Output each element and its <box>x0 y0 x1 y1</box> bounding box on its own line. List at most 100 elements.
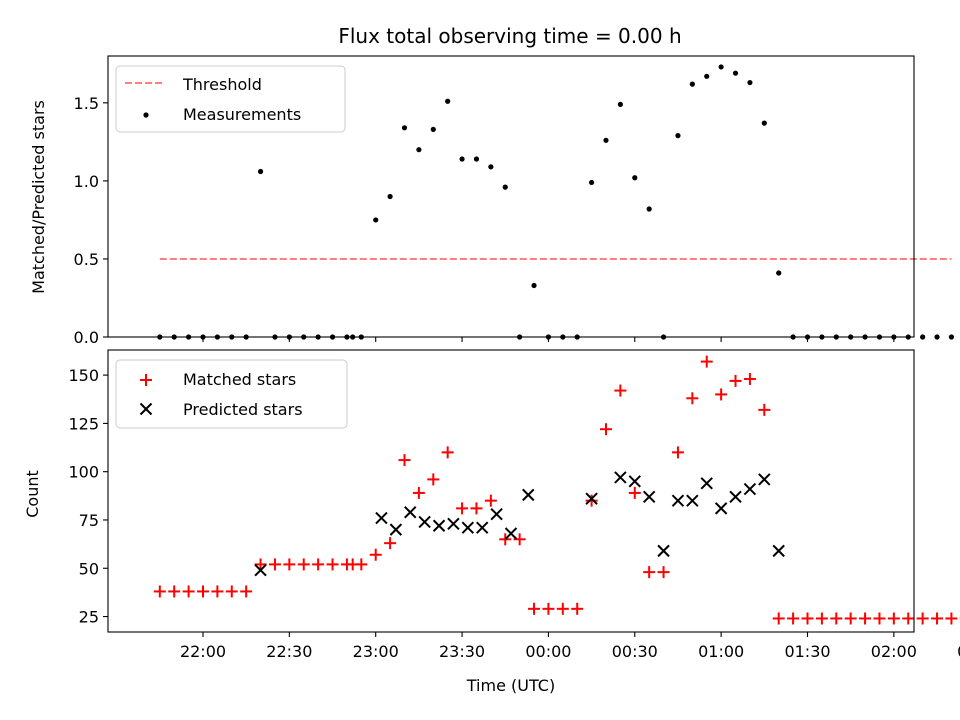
matched-star-point <box>556 602 569 615</box>
matched-star-point <box>456 502 469 515</box>
matched-star-point <box>196 585 209 598</box>
matched-star-point <box>671 446 684 459</box>
matched-star-point <box>599 423 612 436</box>
matched-star-point <box>225 585 238 598</box>
ratio-panel: Flux total observing time = 0.00 h 0.00.… <box>29 24 955 347</box>
matched-star-point <box>571 602 584 615</box>
matched-star-point <box>398 454 411 467</box>
x-tick-label: 02:00 <box>871 642 917 661</box>
measurement-point <box>387 193 393 200</box>
matched-star-point <box>528 602 541 615</box>
matched-star-point <box>297 558 310 571</box>
measurement-point <box>459 156 465 162</box>
top-y-tick-label: 0.5 <box>74 250 99 269</box>
predicted-star-point <box>461 521 475 534</box>
measurement-point <box>502 184 508 190</box>
measurement-point <box>718 64 724 70</box>
matched-star-point <box>412 486 425 499</box>
bottom-legend: Matched stars Predicted stars <box>115 359 348 429</box>
bottom-x-axis-ticks: 22:00 22:30 23:00 23:30 00:00 00:30 01:00 01:30… <box>180 632 960 661</box>
top-legend-box <box>115 65 346 133</box>
x-tick-label: 22:30 <box>266 642 312 661</box>
x-tick-label: 23:30 <box>439 642 485 661</box>
matched-legend-swatch <box>140 374 152 386</box>
matched-star-point <box>355 558 368 571</box>
measurement-point <box>646 206 652 212</box>
matched-star-point <box>369 548 382 561</box>
matched-star-point <box>283 558 296 571</box>
bottom-y-tick-label: 150 <box>68 366 99 385</box>
matched-star-point <box>484 494 497 507</box>
measurement-point <box>445 98 451 104</box>
matched-star-point <box>254 558 267 571</box>
bottom-plot-frame <box>107 349 915 633</box>
matched-star-point <box>470 502 483 515</box>
measurement-point <box>689 81 695 87</box>
predicted-star-point <box>700 477 713 490</box>
matched-star-point <box>384 537 397 550</box>
predicted-legend-label: Predicted stars <box>183 400 303 419</box>
predicted-star-point <box>254 563 267 577</box>
top-y-axis-ticks: 0.0 0.5 1.0 1.5 <box>74 94 108 347</box>
measurement-point <box>776 270 782 276</box>
bottom-y-axis-ticks: 25 50 75 100 125 150 <box>68 366 108 627</box>
predicted-star-point <box>758 473 771 486</box>
x-axis-label: Time (UTC) <box>466 676 555 695</box>
top-y-tick-label: 1.0 <box>74 172 99 191</box>
predicted-star-point <box>504 527 518 540</box>
predicted-star-point <box>743 482 757 496</box>
predicted-star-point <box>522 488 535 502</box>
measurement-point <box>617 101 623 107</box>
matched-star-point <box>211 585 224 598</box>
matched-star-point <box>240 585 253 598</box>
measurement-point <box>531 282 537 289</box>
matched-star-point <box>830 612 843 625</box>
bottom-y-tick-label: 25 <box>79 608 99 627</box>
matched-star-point <box>729 374 742 387</box>
matched-legend-label: Matched stars <box>183 370 296 389</box>
count-points <box>153 355 960 625</box>
top-x-axis-ticks <box>202 337 895 342</box>
predicted-star-point <box>614 471 627 484</box>
bottom-y-tick-label: 125 <box>68 414 99 433</box>
measurements-legend-swatch <box>143 112 149 118</box>
predicted-star-point <box>404 506 417 519</box>
matched-star-point <box>153 585 166 598</box>
measurement-point <box>589 179 595 186</box>
predicted-star-point <box>772 544 785 558</box>
chart-title: Flux total observing time = 0.00 h <box>338 24 681 48</box>
matched-star-point <box>700 355 713 368</box>
matched-star-point <box>801 612 814 625</box>
matched-star-point <box>657 566 670 579</box>
measurement-points <box>157 64 955 340</box>
measurement-point <box>732 70 739 76</box>
matched-star-point <box>182 585 195 598</box>
matched-star-point <box>643 566 656 579</box>
measurement-point <box>603 137 609 143</box>
top-y-tick-label: 1.5 <box>74 94 99 113</box>
measurement-point <box>473 156 480 162</box>
top-y-axis-label: Matched/Predicted stars <box>29 100 48 294</box>
matched-star-point <box>427 473 440 486</box>
x-tick-label: 23:00 <box>353 642 399 661</box>
matched-star-point <box>585 494 598 507</box>
matched-star-point <box>542 602 555 615</box>
bottom-y-tick-label: 100 <box>68 463 99 482</box>
matched-star-point <box>326 558 339 571</box>
predicted-star-point <box>476 521 489 534</box>
bottom-y-tick-label: 75 <box>79 511 99 530</box>
matched-star-point <box>499 533 512 546</box>
measurement-point <box>257 168 264 175</box>
matched-star-point <box>787 612 800 625</box>
top-y-tick-label: 0.0 <box>74 328 99 347</box>
matched-star-point <box>758 403 771 416</box>
x-tick-label: 00:30 <box>612 642 658 661</box>
predicted-star-point <box>375 511 388 525</box>
matched-star-point <box>743 372 756 385</box>
threshold-legend-label: Threshold <box>182 75 262 94</box>
matched-star-point <box>614 384 627 397</box>
matched-star-point <box>844 612 857 625</box>
matched-star-point <box>931 612 944 625</box>
measurement-point <box>401 125 408 131</box>
